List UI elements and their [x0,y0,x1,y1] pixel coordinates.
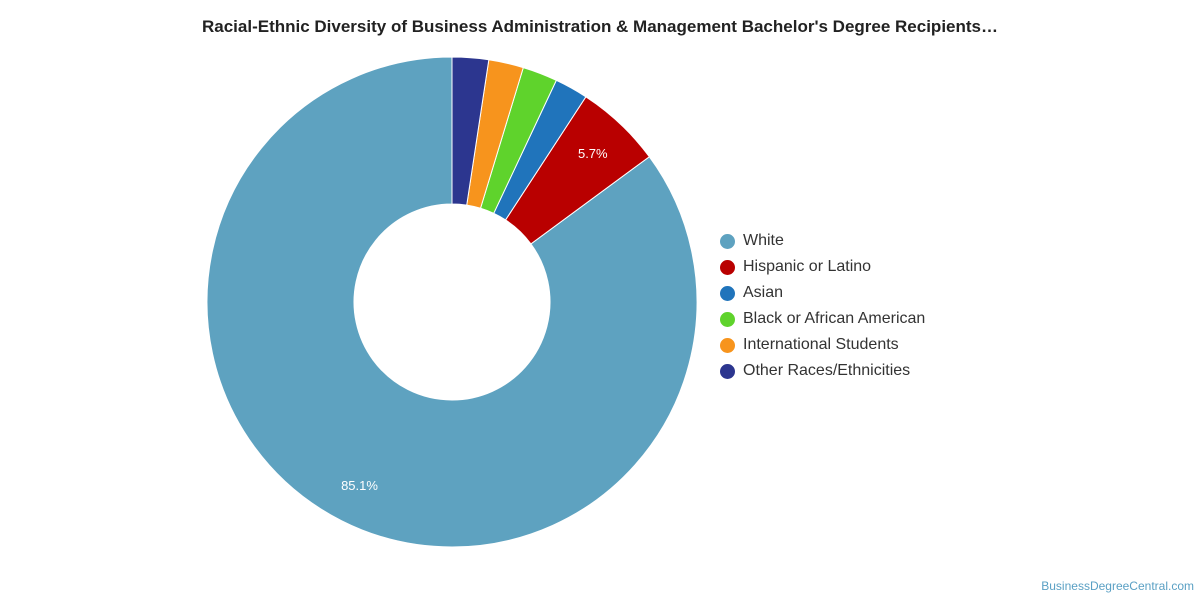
legend-label: Asian [743,284,784,301]
donut-data-labels: 85.1% 5.7% [341,146,608,493]
legend-item-asian[interactable]: Asian [720,280,925,306]
legend-label: Black or African American [743,310,926,327]
legend-item-international-students[interactable]: International Students [720,332,925,358]
legend-marker-icon [720,259,735,275]
legend-item-black-or-african-american[interactable]: Black or African American [720,306,925,332]
legend-item-other-races-ethnicities[interactable]: Other Races/Ethnicities [720,358,925,384]
slice-international-students[interactable] [466,59,524,209]
data-label-hispanic-or-latino: 5.7% [578,146,608,161]
legend-item-hispanic-or-latino[interactable]: Hispanic or Latino [720,254,925,280]
chart-legend: White Hispanic or Latino Asian Black or Afr… [720,228,925,384]
legend-item-white[interactable]: White [720,228,925,254]
source-credit-link[interactable]: BusinessDegreeCentral.com [1041,579,1194,593]
slice-other-races-ethnicities[interactable] [451,56,490,206]
chart-title: Racial-Ethnic Diversity of Business Admi… [201,17,998,36]
legend-marker-icon [720,285,735,301]
legend-label: White [743,232,784,249]
slice-asian[interactable] [493,79,587,221]
legend-marker-icon [720,363,735,379]
slice-white[interactable] [206,56,698,548]
legend-label: Hispanic or Latino [743,258,872,275]
legend-label: International Students [743,336,899,353]
legend-label: Other Races/Ethnicities [743,362,911,379]
donut-slices [206,56,698,548]
data-label-white: 85.1% [341,478,378,493]
slice-black-or-african-american[interactable] [479,66,557,214]
legend-marker-icon [720,337,735,353]
slice-hispanic-or-latino[interactable] [504,96,650,245]
legend-marker-icon [720,233,735,249]
legend-marker-icon [720,311,735,327]
